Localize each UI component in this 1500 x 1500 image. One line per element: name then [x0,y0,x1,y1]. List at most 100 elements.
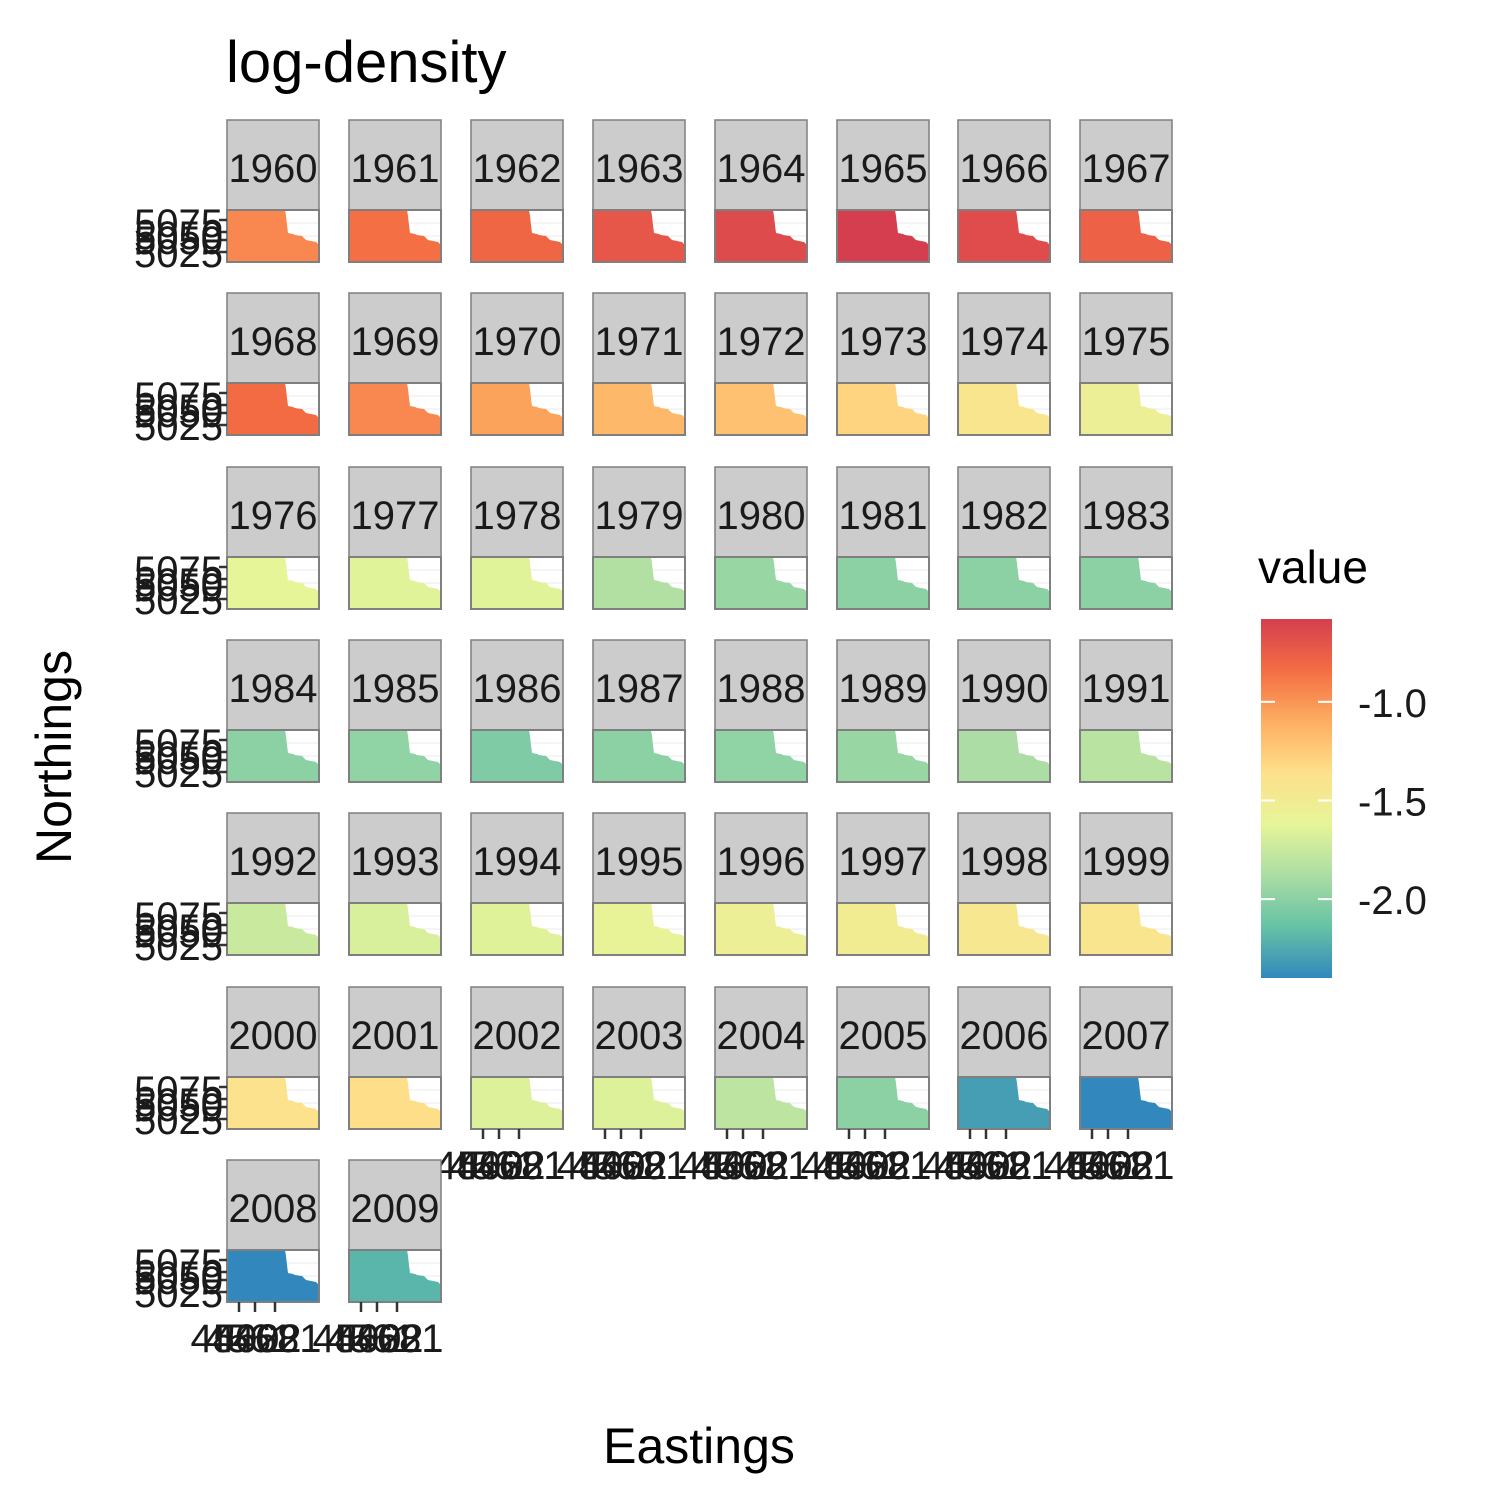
panel-border [836,382,930,436]
panel-border [1079,209,1173,263]
density-fill [837,210,929,262]
facet-strip [226,119,320,211]
x-tick-label: 4622 [944,1144,1033,1188]
facet-panel: 1999 [1079,812,1173,956]
facet-strip-label: 1993 [351,840,440,884]
facet-strip-label: 1960 [229,147,318,191]
facet-strip-label: 1978 [473,494,562,538]
facet-strip-label: 1980 [717,494,806,538]
facet-strip-label: 1969 [351,320,440,364]
density-fill [349,557,441,609]
facet-strip [470,119,564,211]
panel-border [348,556,442,610]
facet-strip-label: 1988 [717,667,806,711]
facet-strip-label: 2000 [229,1014,318,1058]
density-fill [227,383,319,435]
y-tick-label: 5050 [134,1254,223,1298]
facet-strip-label: 2007 [1082,1014,1171,1058]
facet-strip [714,986,808,1078]
facet-strip-label: 1972 [717,320,806,364]
facet-strip [348,812,442,904]
facet-strip [714,292,808,384]
x-tick-label: 4500 [435,1144,524,1188]
facet-strip [592,986,686,1078]
facet-strip-label: 1992 [229,840,318,884]
panel-border [592,382,686,436]
y-tick-label: 5050 [134,392,223,436]
facet-panel: 1993 [348,812,442,956]
y-tick-label: 5075 [134,1242,223,1286]
facet-strip-label: 1987 [595,667,684,711]
panel-border [1079,729,1173,783]
density-fill [958,557,1050,609]
density-fill [837,903,929,955]
facet-strip-label: 1994 [473,840,562,884]
density-fill [593,210,685,262]
facet-strip-label: 1985 [351,667,440,711]
density-fill [349,1077,441,1129]
x-tick-label: 4622 [823,1144,912,1188]
y-tick-label: 5050 [134,566,223,610]
facet-strip [226,986,320,1078]
facet-strip-label: 1970 [473,320,562,364]
panel-border [470,1076,564,1130]
y-tick-label: 5025 [134,1099,223,1143]
panel-border [470,382,564,436]
panel-border [836,729,930,783]
x-tick-label: 4622 [335,1317,424,1361]
x-tick-label: 4561 [205,1317,294,1361]
density-fill [471,1077,563,1129]
density-fill [1080,210,1172,262]
facet-strip [470,812,564,904]
x-tick-label: 4681 [599,1144,688,1188]
legend-tick-label: -2.0 [1358,879,1427,923]
panel-border [226,902,320,956]
panel-border [226,209,320,263]
y-tick-label: 5075 [134,722,223,766]
facet-strip [836,466,930,558]
y-tick-label: 5075 [134,549,223,593]
density-fill [227,903,319,955]
facet-strip-label: 1986 [473,667,562,711]
y-tick-label: 5050 [134,387,223,431]
density-fill [837,1077,929,1129]
facet-strip [836,292,930,384]
facet-panel: 1985 [348,639,442,783]
panel-border [592,209,686,263]
facet-panel: 1991 [1079,639,1173,783]
density-fill [471,730,563,782]
facet-strip-label: 2008 [229,1187,318,1231]
facet-strip [470,466,564,558]
panel-border [714,1076,808,1130]
facet-strip [957,639,1051,731]
facet-panel: 1980 [714,466,808,610]
x-tick-label: 4561 [1058,1144,1147,1188]
panel-border [226,1076,320,1130]
density-fill [349,903,441,955]
facet-panel: 1978 [470,466,564,610]
x-tick-label: 4561 [571,1144,660,1188]
panel-border [836,209,930,263]
panel-border [348,1249,442,1303]
density-fill [349,1250,441,1302]
facet-strip [470,292,564,384]
x-tick-label: 4561 [815,1144,904,1188]
panel-border [714,556,808,610]
density-fill [227,210,319,262]
panel-border [836,1076,930,1130]
x-tick-label: 4681 [721,1144,810,1188]
facet-panel: 1986 [470,639,564,783]
x-tick-label: 4681 [964,1144,1053,1188]
facet-panel: 1974 [957,292,1051,436]
panel-border [836,902,930,956]
facet-panel: 1995 [592,812,686,956]
facet-strip-label: 1997 [839,840,928,884]
facet-panel: 1975 [1079,292,1173,436]
facet-panel: 1981 [836,466,930,610]
panel-border [714,902,808,956]
